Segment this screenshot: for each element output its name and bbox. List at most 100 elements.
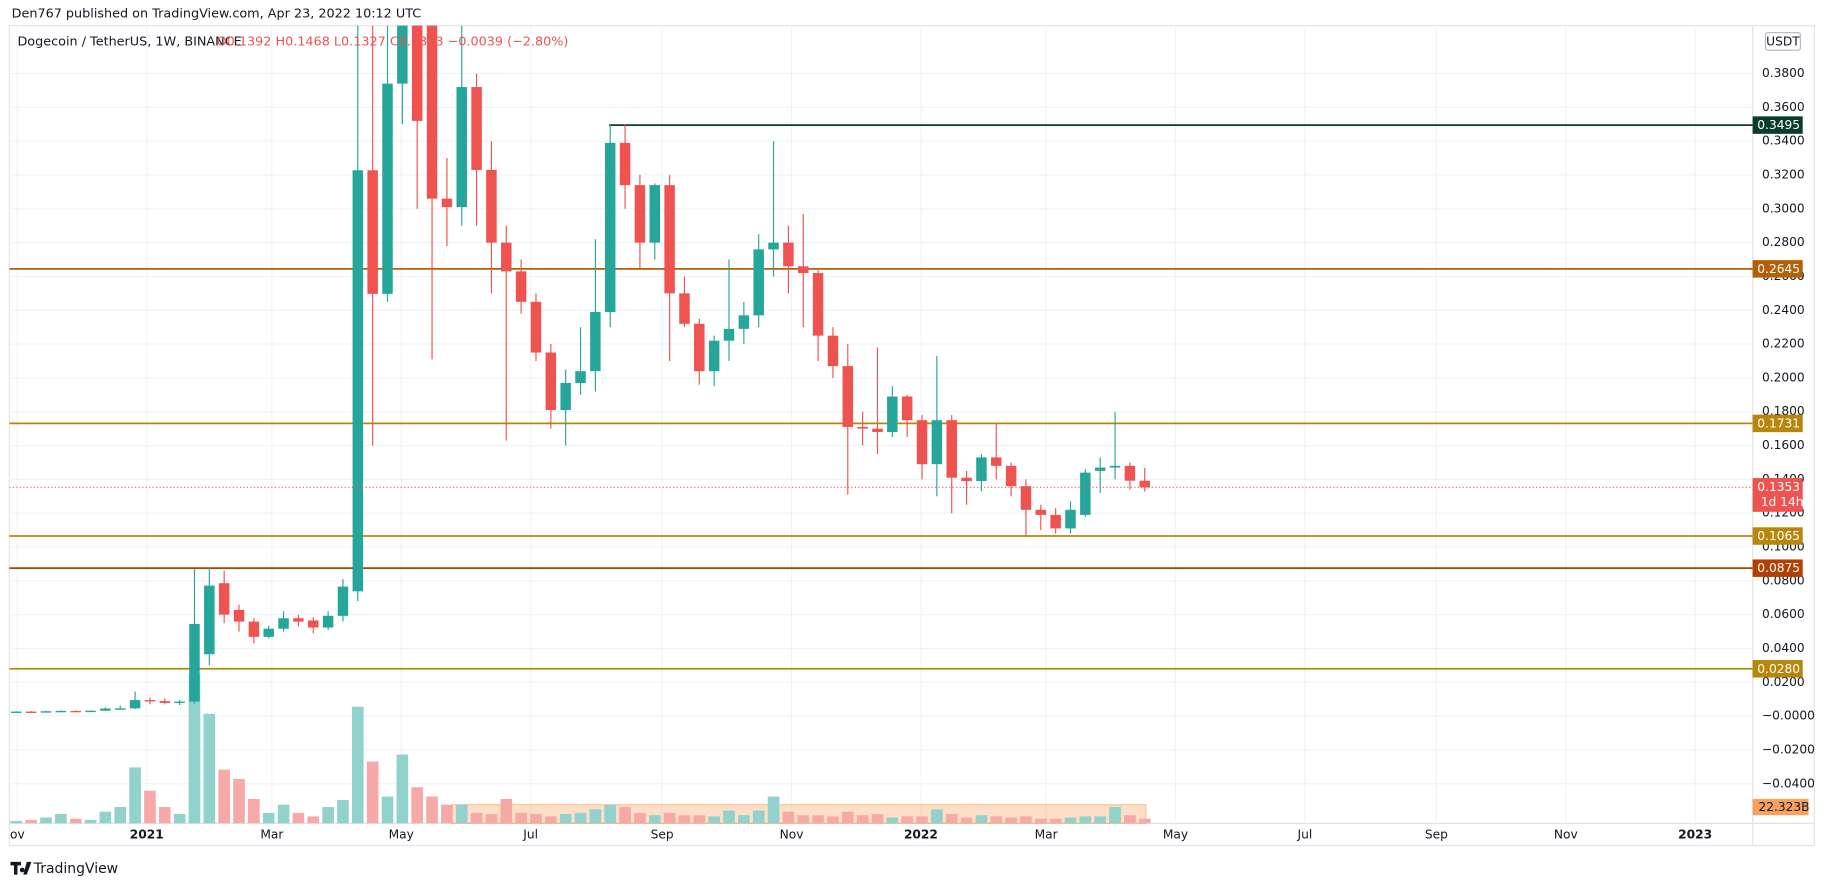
volume-bar — [856, 815, 869, 824]
y-tick-label: 0.3600 — [1762, 100, 1805, 114]
level-tag — [1752, 527, 1803, 545]
volume-bar — [233, 779, 245, 824]
volume-bar — [1124, 815, 1136, 824]
candle-body — [1005, 465, 1017, 487]
candle-body — [486, 169, 497, 243]
candle-body — [1035, 509, 1047, 515]
candle-body — [664, 185, 675, 294]
volume-bar — [931, 809, 943, 824]
level-tag-label: 0.0875 — [1757, 561, 1800, 575]
volume-bar — [619, 807, 631, 824]
chart-frame — [8, 25, 1815, 847]
x-tick-label: 2022 — [904, 828, 938, 842]
candle-body — [530, 301, 542, 353]
level-tag — [1752, 414, 1803, 433]
volume-bar — [515, 812, 527, 824]
y-tick-label: 0.2400 — [1762, 303, 1805, 317]
candle-body — [1065, 509, 1076, 529]
candle-body — [25, 711, 37, 713]
brand-name: TradingView — [33, 861, 118, 877]
x-tick-label: ov — [10, 828, 25, 842]
volume-bar — [307, 816, 320, 824]
candle-body — [1020, 486, 1032, 510]
candle-body — [1094, 467, 1106, 471]
volume-tag-label: 22.323B — [1758, 800, 1809, 814]
candle-body — [189, 623, 200, 702]
symbol-title: Dogecoin / TetherUS, 1W, BINANCE — [17, 34, 241, 49]
volume-bar — [841, 811, 854, 824]
candle-body — [471, 87, 482, 170]
volume-bar — [1109, 807, 1121, 824]
level-tag — [1752, 559, 1803, 577]
volume-bar — [663, 812, 676, 824]
candle-body — [85, 710, 96, 713]
volume-bar — [634, 812, 646, 824]
x-tick-label: Sep — [651, 828, 674, 842]
candle-body — [218, 583, 230, 615]
volume-bar — [827, 816, 839, 824]
volume-bar — [10, 821, 23, 824]
volume-bar — [1049, 818, 1062, 824]
volume-bar — [411, 787, 424, 824]
y-tick-label: 0.1600 — [1762, 438, 1805, 452]
level-tag-label: 0.0280 — [1757, 662, 1800, 676]
candle-body — [204, 585, 215, 655]
x-tick-label: Nov — [780, 828, 804, 842]
candle-body — [100, 708, 111, 711]
candle-body — [501, 242, 512, 272]
volume-bar — [455, 804, 468, 824]
volume-bar — [158, 807, 171, 824]
currency-box — [1764, 32, 1801, 51]
level-tag-label: 0.3495 — [1757, 118, 1800, 132]
volume-bar — [366, 761, 379, 824]
y-tick-label: −0.0000 — [1762, 709, 1815, 723]
candle-body — [308, 620, 319, 628]
candle-body — [842, 366, 854, 427]
candle-body — [738, 315, 750, 329]
volume-bar — [188, 674, 201, 824]
candle-body — [1109, 465, 1121, 468]
last-price-label: 0.1353 — [1757, 480, 1800, 494]
axes: 0.3800 0.3600 0.3400 0.3200 0.3000 0.2800 0.26… — [10, 66, 1815, 842]
volume-bar — [797, 815, 810, 824]
volume-bar — [84, 819, 97, 824]
volume-bar — [1034, 818, 1047, 824]
volume-bar — [40, 817, 52, 824]
candle-body — [515, 271, 527, 302]
volume-bar — [25, 819, 37, 824]
y-tick-label: 0.2800 — [1762, 235, 1805, 249]
candle-body — [946, 420, 957, 478]
candle-body — [397, 25, 408, 84]
candle-body — [649, 185, 661, 243]
y-tick-label: 0.3400 — [1762, 134, 1805, 148]
volume-bar — [871, 814, 884, 824]
x-tick-label: 2021 — [130, 828, 164, 842]
volume-bar — [945, 814, 958, 824]
volume-bar — [262, 812, 275, 824]
last-price-tag — [1752, 478, 1803, 512]
currency-label: USDT — [1766, 34, 1800, 48]
x-tick-label: May — [389, 828, 414, 842]
volume-bar — [114, 807, 127, 824]
volume-bar — [396, 754, 409, 824]
volume-bar — [1079, 816, 1092, 824]
candle-body — [590, 311, 601, 372]
volume-bar — [1020, 816, 1032, 824]
y-tick-label: 0.3200 — [1762, 167, 1805, 181]
candle-body — [694, 323, 705, 372]
candle-body — [619, 142, 631, 186]
grid — [9, 25, 1753, 824]
candle-body — [812, 273, 824, 336]
volume-bar — [589, 809, 602, 824]
volume-bar — [678, 815, 691, 824]
x-tick-label: Nov — [1554, 828, 1578, 842]
volume-bar — [173, 814, 186, 824]
y-tick-label: 0.0600 — [1762, 607, 1805, 621]
volume-bar — [1138, 818, 1151, 824]
volume-bar — [99, 811, 112, 824]
volume-bar — [69, 818, 82, 824]
candle-body — [159, 701, 171, 703]
attribution: Den767 published on TradingView.com, Apr… — [12, 6, 422, 21]
volume-bar — [470, 812, 483, 824]
